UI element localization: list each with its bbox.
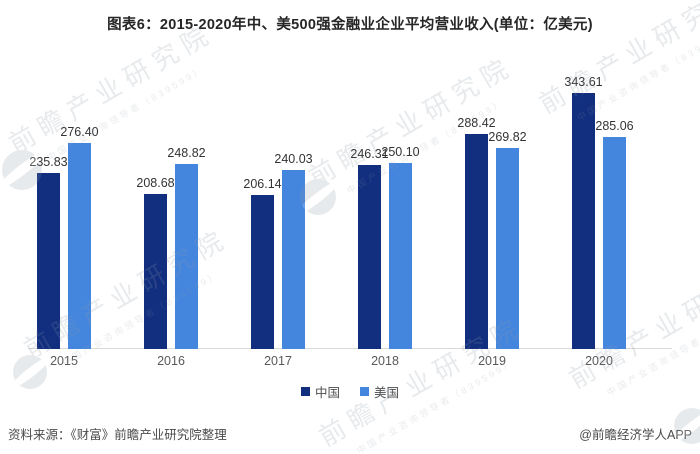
bar-china-2015 <box>37 173 60 349</box>
x-axis-label-2016: 2016 <box>157 354 185 368</box>
x-axis-label-2017: 2017 <box>264 354 292 368</box>
bar-usa-2017 <box>282 170 305 349</box>
legend-swatch-china <box>300 387 310 396</box>
value-label-usa-2018: 250.10 <box>381 145 420 159</box>
value-label-usa-2016: 248.82 <box>167 146 206 160</box>
value-label-usa-2015: 276.40 <box>60 125 99 139</box>
bar-usa-2018 <box>389 163 412 349</box>
legend-label-china: 中国 <box>314 386 340 400</box>
bar-usa-2020 <box>603 137 626 349</box>
legend-label-usa: 美国 <box>374 386 400 400</box>
bar-china-2019 <box>465 134 488 349</box>
bar-china-2020 <box>572 93 595 349</box>
legend-swatch-usa <box>360 387 369 396</box>
bar-usa-2019 <box>496 148 519 349</box>
bar-china-2016 <box>144 194 167 349</box>
value-label-usa-2020: 285.06 <box>595 119 634 133</box>
footer-credit: @前瞻经济学人APP <box>579 428 692 442</box>
value-label-china-2019: 288.42 <box>457 116 496 130</box>
bar-usa-2016 <box>175 164 198 349</box>
x-axis-label-2019: 2019 <box>478 354 506 368</box>
x-axis-label-2018: 2018 <box>371 354 399 368</box>
plot-area: 235.83 276.40 208.68 248.82 206.14 240.03 246.… <box>28 75 672 349</box>
value-label-china-2015: 235.83 <box>29 155 68 169</box>
bar-china-2017 <box>251 195 274 349</box>
x-axis-label-2015: 2015 <box>50 354 78 368</box>
bar-usa-2015 <box>68 143 91 349</box>
value-label-china-2020: 343.61 <box>564 75 603 89</box>
value-label-usa-2017: 240.03 <box>274 152 313 166</box>
legend: 中国 美国 <box>0 382 700 401</box>
value-label-china-2018: 246.31 <box>350 147 389 161</box>
value-label-usa-2019: 269.82 <box>488 130 527 144</box>
chart-title: 图表6：2015-2020年中、美500强金融业企业平均营业收入(单位：亿美元) <box>107 17 593 33</box>
legend-item-usa: 美国 <box>360 382 399 401</box>
value-label-china-2016: 208.68 <box>136 176 175 190</box>
value-label-china-2017: 206.14 <box>243 177 282 191</box>
x-axis-line <box>28 348 672 349</box>
bar-china-2018 <box>358 165 381 349</box>
legend-item-china: 中国 <box>300 382 340 401</box>
x-axis-label-2020: 2020 <box>585 354 613 368</box>
footer-source: 资料来源：《财富》前瞻产业研究院整理 <box>8 428 227 442</box>
